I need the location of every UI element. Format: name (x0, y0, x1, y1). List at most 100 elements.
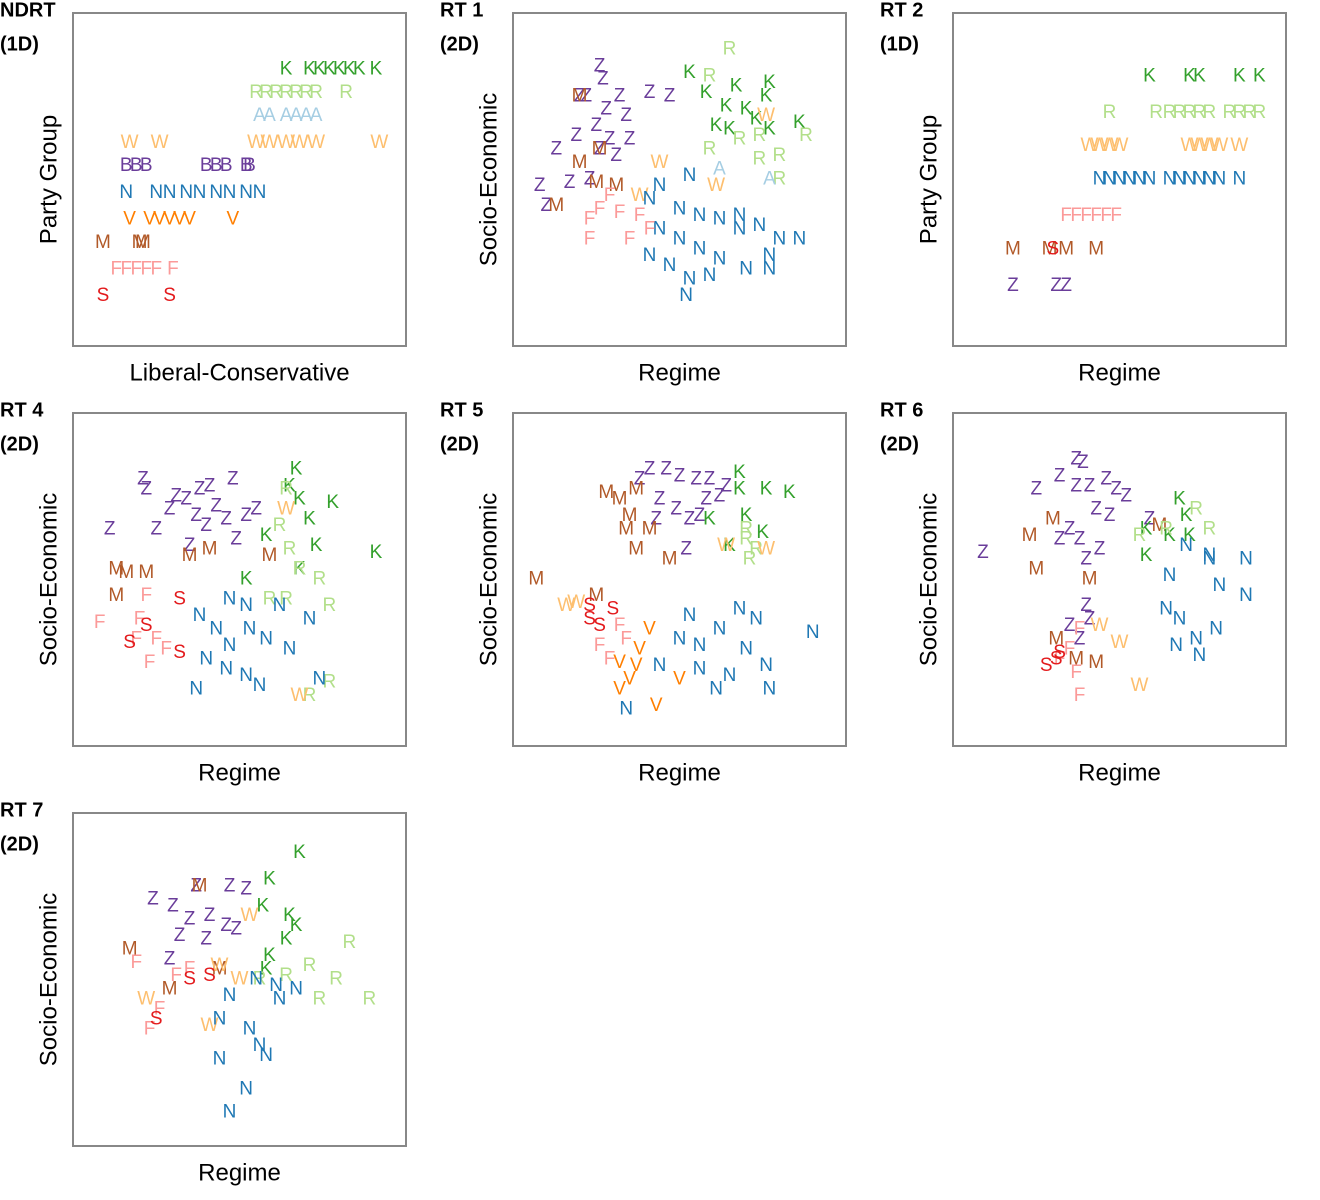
point: R (753, 125, 767, 146)
point: K (710, 115, 723, 136)
point: N (239, 595, 253, 616)
point: A (310, 105, 323, 126)
point: R (323, 595, 337, 616)
point: N (1209, 618, 1223, 639)
point: B (243, 155, 256, 176)
point: Z (204, 905, 216, 926)
point: N (273, 595, 287, 616)
series: KK K KKK KK K KKK (683, 62, 806, 140)
point: N (713, 208, 727, 229)
point: N (243, 618, 257, 639)
point: R (1173, 102, 1187, 123)
point: R (279, 82, 293, 103)
point: N (1239, 585, 1253, 606)
point: Z (1054, 529, 1066, 550)
point: W (151, 132, 169, 153)
point: Z (714, 485, 726, 506)
point: K (720, 95, 733, 116)
x-axis-label: Regime (198, 1159, 281, 1186)
point: R (1163, 102, 1177, 123)
panel-title: RT 1 (440, 0, 483, 21)
point: N (1169, 635, 1183, 656)
point: N (273, 988, 287, 1009)
point: Z (1144, 509, 1156, 530)
point: Z (220, 915, 232, 936)
point: R (1183, 102, 1197, 123)
point: N (243, 1018, 257, 1039)
point: F (154, 998, 166, 1019)
point: V (633, 638, 646, 659)
point: M (1005, 238, 1021, 259)
point: S (140, 615, 153, 636)
point: W (241, 905, 259, 926)
point: B (220, 155, 233, 176)
x-axis-label: Regime (1078, 759, 1161, 786)
point: R (1193, 102, 1207, 123)
panel-subtitle: (2D) (0, 833, 39, 855)
point: N (249, 969, 263, 990)
point: Z (190, 875, 202, 896)
point: N (1203, 169, 1217, 190)
point: M (135, 232, 151, 253)
point: R (259, 82, 273, 103)
point: F (604, 185, 616, 206)
point: K (326, 492, 339, 513)
point: M (108, 585, 124, 606)
plot-frame (952, 12, 1287, 347)
point: M (628, 479, 644, 500)
point: Z (180, 489, 192, 510)
point: W (1190, 135, 1208, 156)
point: R (309, 82, 323, 103)
point: K (763, 119, 776, 140)
point: V (643, 618, 656, 639)
point: N (259, 628, 273, 649)
point: Z (620, 105, 632, 126)
point: N (193, 182, 207, 203)
point: F (1090, 205, 1102, 226)
y-axis-label: Party Group (915, 115, 942, 244)
y-axis-label: Socio-Economic (475, 493, 502, 666)
point: M (122, 939, 138, 960)
point: K (750, 109, 763, 130)
point: Z (1080, 595, 1092, 616)
series: Z ZZ (1007, 275, 1072, 296)
point: Z (654, 489, 666, 510)
point: B (200, 155, 213, 176)
point: Z (590, 115, 602, 136)
point: N (739, 258, 753, 279)
point: R (313, 988, 327, 1009)
point: M (1028, 559, 1044, 580)
point: N (179, 182, 193, 203)
point: K (293, 559, 306, 580)
point: F (134, 608, 146, 629)
point: Z (580, 85, 592, 106)
point: Z (240, 879, 252, 900)
point: Z (650, 509, 662, 530)
point: W (1210, 135, 1228, 156)
point: Z (570, 125, 582, 146)
point: N (213, 1048, 227, 1069)
point: K (723, 535, 736, 556)
point: K (703, 509, 716, 530)
point: Z (720, 475, 732, 496)
point: R (773, 169, 787, 190)
point: N (806, 622, 820, 643)
point: M (588, 172, 604, 193)
series: S (1047, 238, 1060, 259)
point: N (749, 608, 763, 629)
point: M (588, 585, 604, 606)
point: K (756, 522, 769, 543)
series: K KK K K (1143, 65, 1266, 86)
series: AA (713, 159, 776, 190)
